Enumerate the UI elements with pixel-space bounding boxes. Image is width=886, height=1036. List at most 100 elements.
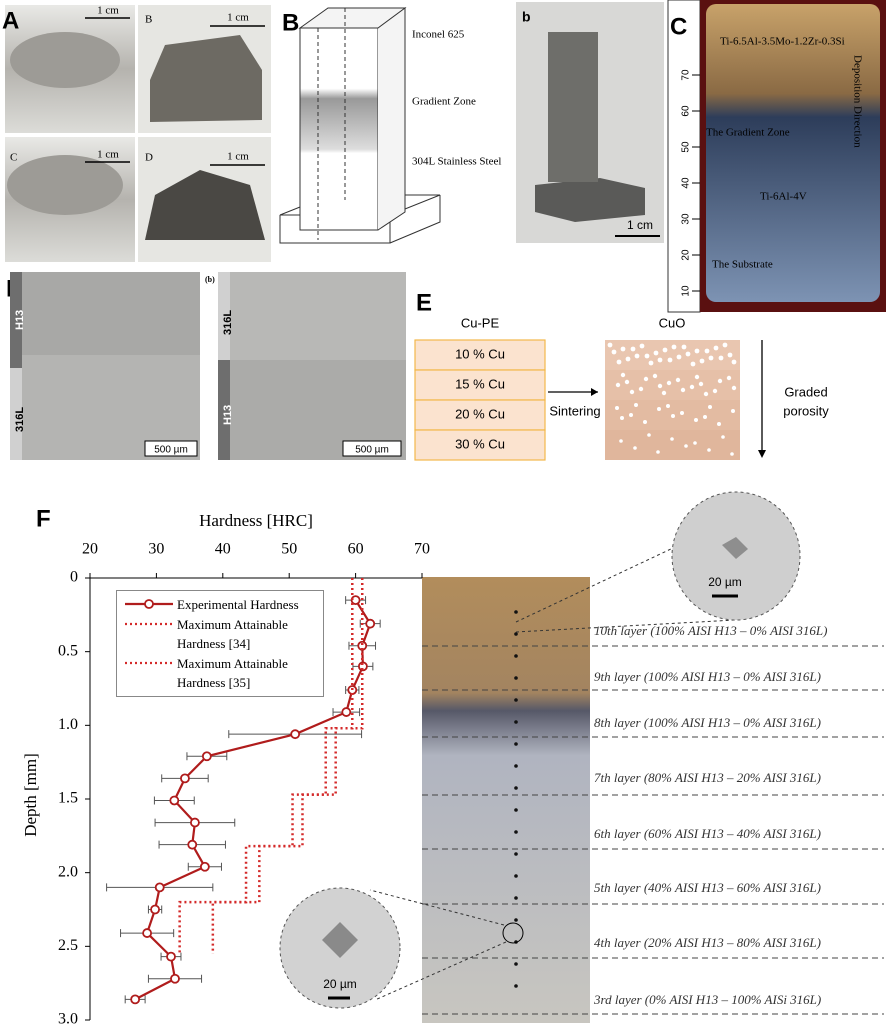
- x-tick-label: 20: [82, 541, 98, 558]
- pore: [699, 358, 705, 364]
- ruler-label: 10: [681, 285, 692, 297]
- column-title: CuO: [659, 315, 686, 330]
- ruler-label: 70: [681, 69, 692, 81]
- indent: [514, 720, 518, 724]
- indent: [514, 830, 518, 834]
- x-tick-label: 50: [281, 541, 297, 558]
- strip-label: H13: [14, 310, 26, 330]
- panel-label: b: [522, 9, 531, 25]
- scale-label: 500 µm: [154, 445, 188, 456]
- sample: [150, 35, 262, 122]
- pore: [653, 350, 659, 356]
- x-axis-title: Hardness [HRC]: [199, 511, 313, 530]
- panel-b: [279, 7, 441, 244]
- ruler-label: 40: [681, 177, 692, 189]
- pore: [731, 385, 737, 391]
- pore: [689, 384, 695, 390]
- pore: [666, 404, 670, 408]
- layer-label: 6th layer (60% AISI H13 – 40% AISI 316L): [594, 826, 821, 841]
- pore: [694, 348, 700, 354]
- legend-entry: Maximum Attainable Hardness [35]: [121, 654, 319, 692]
- substrate: [535, 178, 645, 222]
- pore: [727, 352, 733, 358]
- y-tick-label: 1.0: [58, 716, 78, 733]
- panel-label: A: [2, 7, 19, 34]
- zone-label: Inconel 625: [412, 29, 465, 41]
- pore: [707, 448, 711, 452]
- pore: [611, 349, 617, 355]
- data-point: [150, 904, 160, 915]
- pore: [634, 353, 640, 359]
- y-tick-label: 2.0: [58, 863, 78, 880]
- scale-label: 1 cm: [227, 12, 249, 24]
- data-point: [180, 773, 190, 784]
- pore: [708, 355, 714, 361]
- pore: [722, 342, 728, 348]
- strip: [10, 272, 22, 368]
- pore: [726, 375, 732, 381]
- legend-icon: [125, 599, 173, 609]
- pore: [690, 361, 696, 367]
- data-point: [358, 661, 368, 672]
- indent: [514, 654, 518, 658]
- strip-label: 316L: [222, 310, 234, 335]
- pillar: [548, 32, 598, 182]
- pore: [624, 379, 630, 385]
- pore: [731, 409, 735, 413]
- indent: [514, 808, 518, 812]
- data-point: [199, 861, 210, 872]
- pore: [670, 437, 674, 441]
- cuo-layer: [605, 430, 740, 460]
- y-tick-label: 3.0: [58, 1011, 78, 1028]
- pore: [615, 382, 621, 388]
- legend: Experimental Hardness Maximum Attainable …: [116, 590, 324, 697]
- strip: [218, 360, 230, 460]
- y-tick-label: 1.5: [58, 790, 78, 807]
- sub-label: (b): [205, 275, 215, 284]
- indent: [514, 852, 518, 856]
- panel-label: C: [670, 13, 687, 40]
- pore: [620, 372, 626, 378]
- pore: [657, 407, 661, 411]
- pore: [656, 450, 660, 454]
- layer-label: 10 % Cu: [455, 346, 505, 361]
- layer-label: 20 % Cu: [455, 406, 505, 421]
- column-title: Cu-PE: [461, 315, 500, 330]
- scale-label: 1 cm: [97, 5, 119, 17]
- pore: [704, 348, 710, 354]
- pore: [616, 359, 622, 365]
- strip: [10, 368, 22, 460]
- data-point: [142, 928, 153, 938]
- y-tick-label: 2.5: [58, 937, 78, 954]
- pore: [694, 418, 698, 422]
- pore: [694, 374, 700, 380]
- y-axis-title: Depth [mm]: [21, 753, 40, 837]
- scale-label: 1 cm: [97, 149, 119, 161]
- data-point: [154, 882, 165, 893]
- data-point: [365, 618, 376, 629]
- direction-label: Deposition Direction: [851, 55, 863, 148]
- panel-a: A B C D 1 cm 1 cm 1 cm 1 cm: [2, 5, 271, 262]
- pore: [666, 380, 672, 386]
- pore: [629, 413, 633, 417]
- pore: [643, 420, 647, 424]
- pore: [657, 383, 663, 389]
- arrow-label: Graded: [784, 384, 827, 399]
- sub-label: B: [145, 14, 152, 26]
- panel-label: E: [416, 289, 432, 316]
- y-tick-label: 0: [70, 569, 78, 586]
- layer-label: 8th layer (100% AISI H13 – 0% AISI 316L): [594, 715, 821, 730]
- ruler: [667, 0, 701, 313]
- data-point: [190, 817, 200, 828]
- indent: [514, 786, 518, 790]
- pore: [713, 345, 719, 351]
- scale-label: 1 cm: [627, 218, 653, 232]
- cuo-layer: [605, 340, 740, 370]
- legend-label: Experimental Hardness: [177, 597, 299, 612]
- sample: [145, 170, 265, 240]
- pore: [667, 357, 673, 363]
- scale-label: 500 µm: [355, 445, 389, 456]
- pore: [662, 347, 668, 353]
- strip-label: 316L: [14, 407, 26, 432]
- pore: [676, 354, 682, 360]
